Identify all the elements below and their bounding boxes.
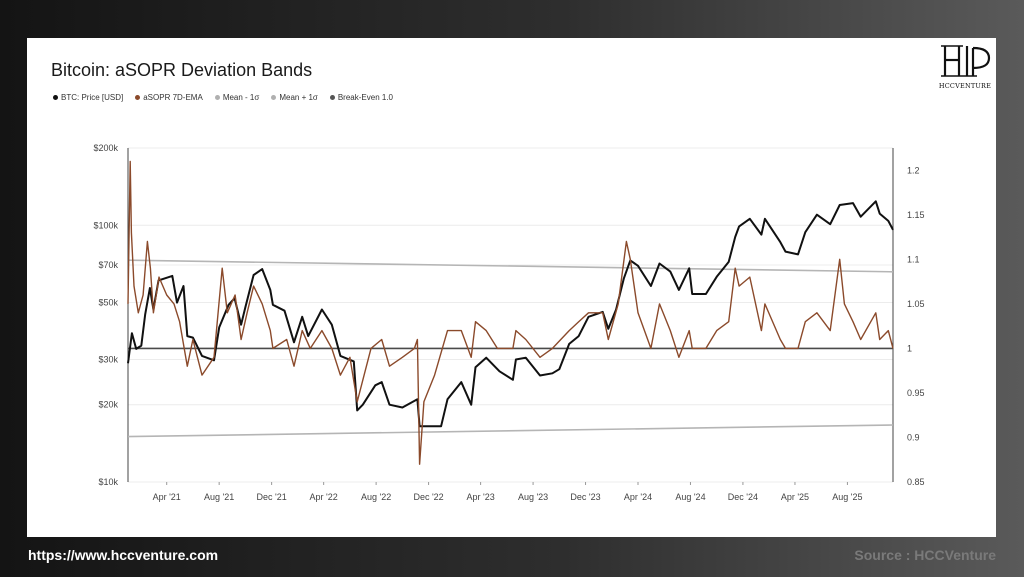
- chart-card: $10k $20k $30k $50k $70k $100k $200k 0.85 0.9 0.9…: [27, 38, 996, 537]
- y-left-tick-label: $100k: [93, 220, 118, 230]
- legend-item-asopr[interactable]: aSOPR 7D-EMA: [135, 93, 203, 102]
- y-right-tick-label: 1.05: [907, 299, 925, 309]
- legend-label-asopr: aSOPR 7D-EMA: [143, 93, 203, 102]
- chart-svg: $10k $20k $30k $50k $70k $100k $200k 0.85 0.9 0.9…: [93, 143, 925, 502]
- legend-label-mean-minus: Mean - 1σ: [222, 93, 260, 102]
- legend-item-price[interactable]: BTC: Price [USD]: [53, 93, 123, 102]
- legend-item-mean-minus[interactable]: Mean - 1σ: [214, 93, 260, 102]
- x-tick-label: Apr '25: [781, 492, 809, 502]
- btc-price-series-line: [127, 200, 894, 428]
- x-tick-label: Dec '21: [257, 492, 287, 502]
- legend-dot-icon: [271, 95, 277, 100]
- source-credit: Source : HCCVenture: [854, 547, 996, 563]
- x-tick-label: Apr '21: [153, 492, 181, 502]
- legend-item-mean-plus[interactable]: Mean + 1σ: [271, 93, 318, 102]
- x-tick-label: Dec '24: [728, 492, 758, 502]
- y-right-tick-label: 0.85: [907, 477, 925, 487]
- y-right-tick-label: 1: [907, 343, 912, 353]
- chart-title: Bitcoin: aSOPR Deviation Bands: [51, 60, 313, 80]
- mean-minus-band-line: [127, 424, 894, 438]
- y-right-tick-label: 1.15: [907, 210, 925, 220]
- x-tick-label: Dec '23: [570, 492, 600, 502]
- x-tick-label: Dec '22: [413, 492, 443, 502]
- legend-label-mean-plus: Mean + 1σ: [279, 93, 318, 102]
- x-tick-label: Apr '24: [624, 492, 652, 502]
- x-tick-label: Aug '21: [204, 492, 234, 502]
- hcc-logo-icon: [941, 45, 991, 77]
- y-right-tick-label: 1.2: [907, 165, 920, 175]
- legend-dot-icon: [53, 95, 58, 100]
- legend-dot-icon: [135, 95, 141, 100]
- website-url-link[interactable]: https://www.hccventure.com: [28, 547, 219, 563]
- y-right-tick-label: 1.1: [907, 254, 920, 264]
- y-left-tick-label: $200k: [93, 143, 118, 153]
- y-left-tick-label: $10k: [98, 477, 118, 487]
- x-tick-label: Aug '23: [518, 492, 548, 502]
- legend-dot-icon: [214, 95, 220, 100]
- y-left-tick-label: $30k: [98, 355, 118, 365]
- y-left-tick-label: $20k: [98, 400, 118, 410]
- legend-label-price: BTC: Price [USD]: [61, 93, 124, 102]
- x-tick-label: Apr '22: [310, 492, 338, 502]
- legend-label-break-even: Break-Even 1.0: [337, 93, 393, 102]
- legend-dot-icon: [329, 95, 335, 100]
- logo-text: HCCVENTURE: [938, 82, 992, 90]
- x-tick-label: Aug '25: [832, 492, 862, 502]
- x-tick-label: Apr '23: [466, 492, 494, 502]
- mean-plus-band-line: [127, 259, 894, 273]
- brand-logo: HCCVENTURE: [937, 42, 993, 90]
- x-tick-label: Aug '24: [675, 492, 705, 502]
- x-tick-label: Aug '22: [361, 492, 391, 502]
- y-right-tick-label: 0.9: [907, 432, 920, 442]
- y-right-tick-label: 0.95: [907, 388, 925, 398]
- chart-legend: BTC: Price [USD] aSOPR 7D-EMA Mean - 1σ …: [53, 93, 393, 102]
- y-left-tick-label: $70k: [98, 260, 118, 270]
- legend-item-break-even[interactable]: Break-Even 1.0: [329, 93, 393, 102]
- y-left-tick-label: $50k: [98, 298, 118, 308]
- asopr-ema-series-line: [127, 160, 894, 465]
